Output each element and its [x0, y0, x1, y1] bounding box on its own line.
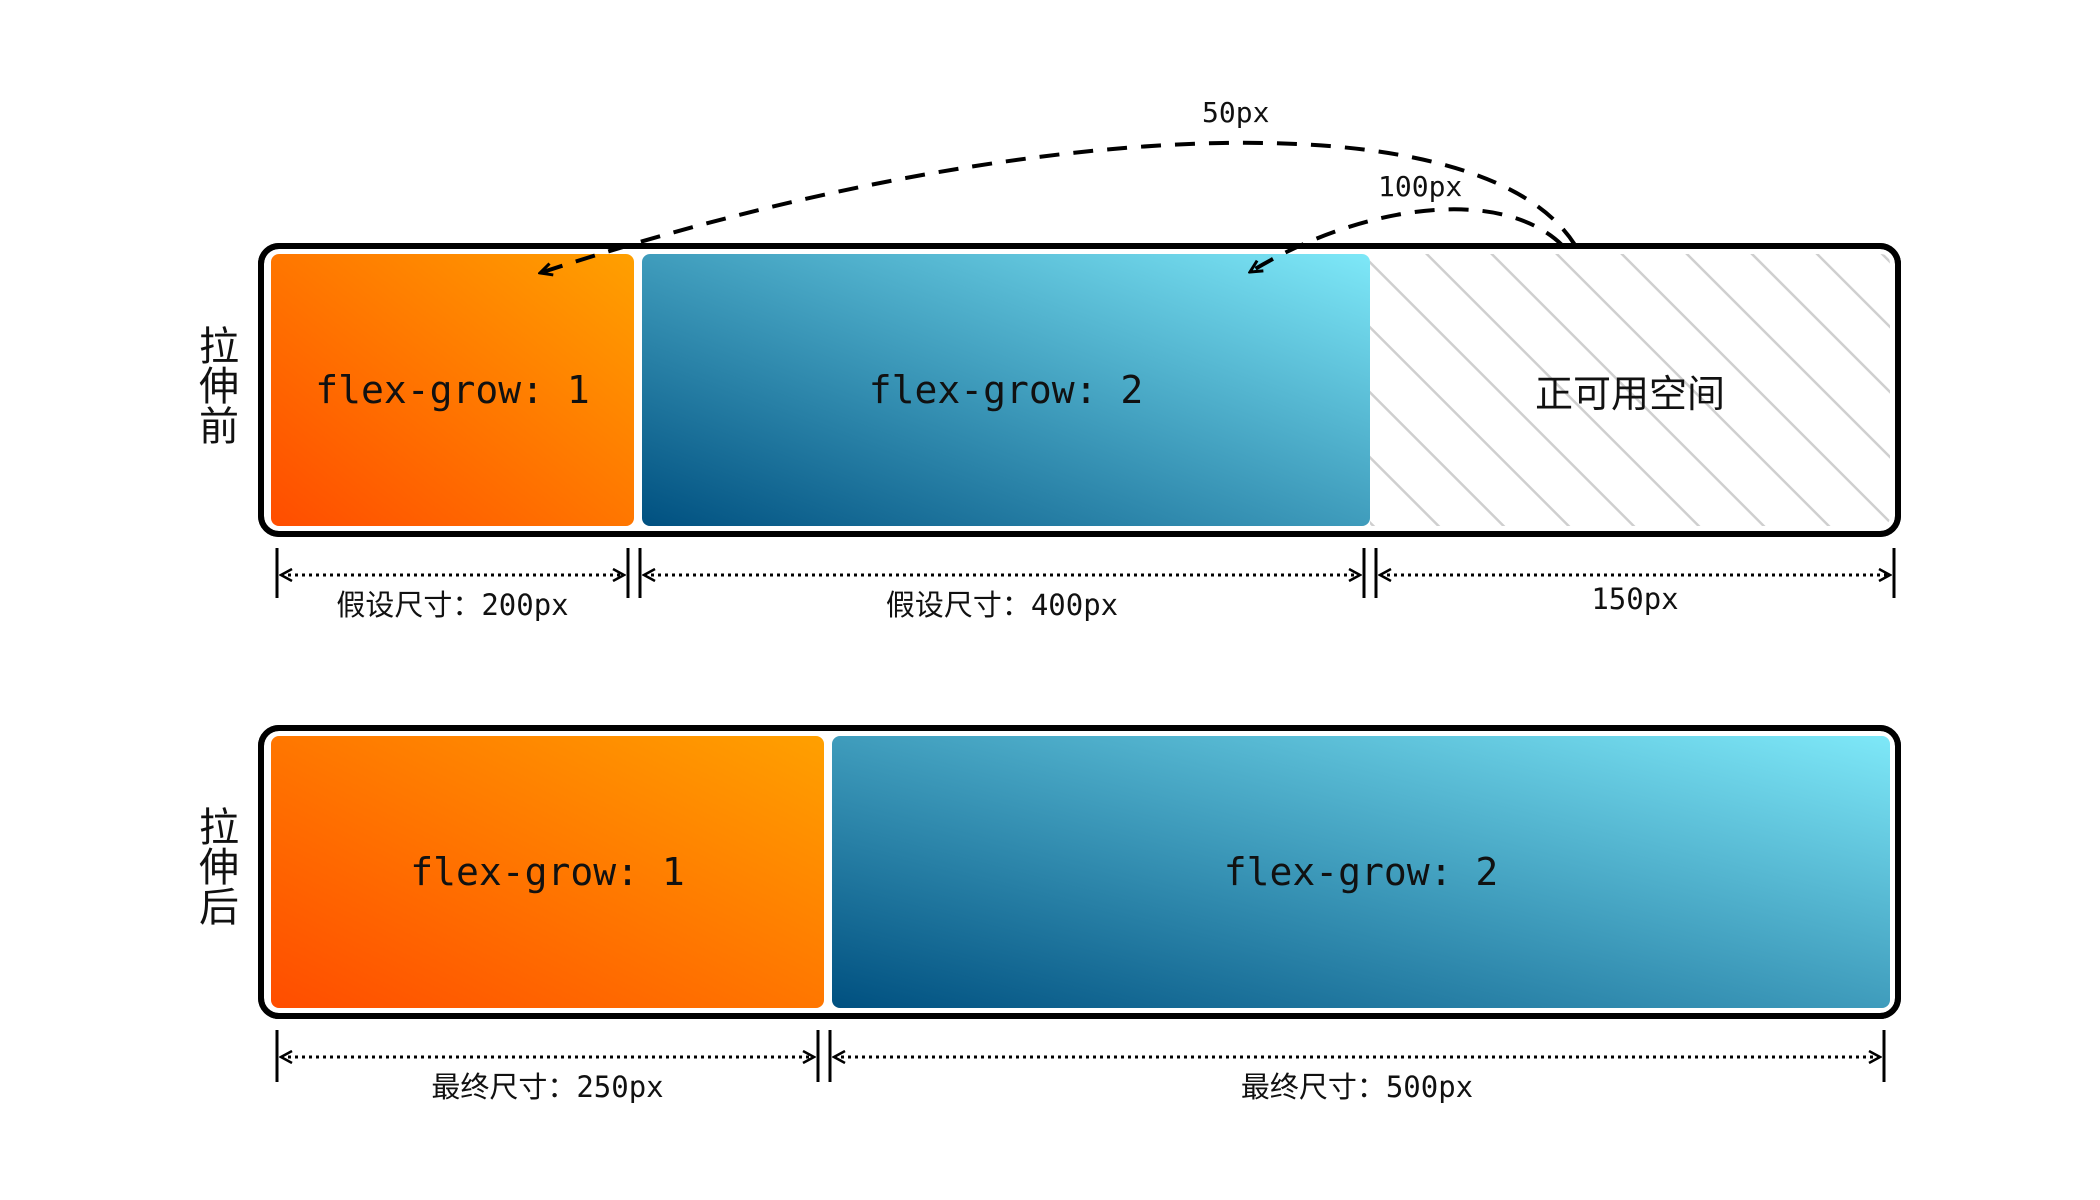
distribution-arcs [540, 140, 1577, 273]
after-dimensions [275, 1030, 1886, 1082]
free-space-area [1370, 254, 1890, 526]
after-dim-label-1: 最终尺寸：250px [281, 1064, 814, 1106]
dim-prefix: 假设尺寸： [336, 588, 482, 622]
dim-value: 500px [1385, 1070, 1474, 1104]
before-item-1-box [271, 254, 634, 526]
before-item-1-label: flex-grow: 1 [315, 368, 590, 412]
before-row [258, 243, 1901, 537]
arc-to-item-1 [540, 140, 1577, 273]
dim-prefix: 最终尺寸： [431, 1070, 577, 1104]
arc-to-item-2 [1250, 207, 1564, 272]
free-space-label: 正可用空间 [1534, 371, 1725, 416]
dim-value: 400px [1030, 588, 1119, 622]
before-item-2-label: flex-grow: 2 [868, 368, 1144, 412]
dim-prefix: 最终尺寸： [1240, 1070, 1386, 1104]
after-row [258, 725, 1901, 1019]
after-item-2-label: flex-grow: 2 [1223, 850, 1499, 894]
before-side-label: 拉伸前 [192, 325, 238, 445]
dim-value: 150px [1591, 582, 1679, 616]
before-dim-label-2: 假设尺寸：400px [644, 582, 1360, 624]
after-item-1-box [271, 736, 824, 1008]
arc-label-item-1: 50px [1202, 96, 1270, 129]
before-dimensions [275, 548, 1896, 598]
after-dim-label-2: 最终尺寸：500px [834, 1064, 1880, 1106]
dim-value: 250px [576, 1070, 664, 1104]
before-container-border [258, 243, 1901, 537]
dim-value: 200px [481, 588, 569, 622]
before-dim-label-3: 150px [1380, 582, 1890, 616]
before-item-2-box [642, 254, 1370, 526]
dim-prefix: 假设尺寸： [885, 588, 1031, 622]
after-item-1-label: flex-grow: 1 [410, 850, 685, 894]
after-item-2-box [832, 736, 1890, 1008]
after-side-label: 拉伸后 [192, 806, 238, 926]
before-dim-label-1: 假设尺寸：200px [281, 582, 624, 624]
arc-label-item-2: 100px [1378, 170, 1463, 203]
after-container-border [258, 725, 1901, 1019]
